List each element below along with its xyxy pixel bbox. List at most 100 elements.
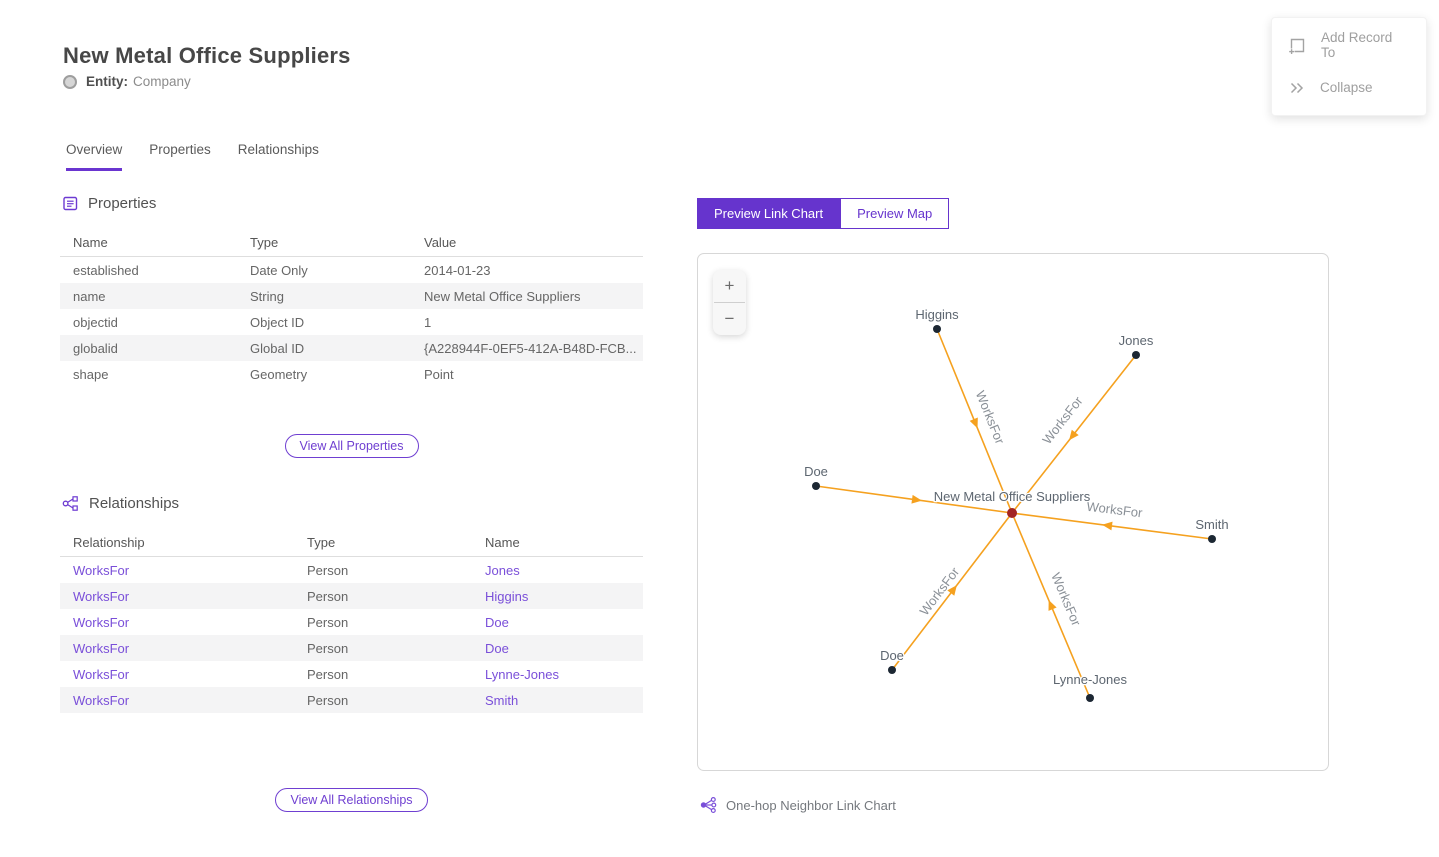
table-row: WorksFor Person Jones xyxy=(60,557,643,583)
add-record-to-item[interactable]: Add Record To xyxy=(1272,28,1426,62)
property-value-cell: 2014-01-23 xyxy=(424,262,491,278)
relationship-type-cell: Person xyxy=(307,692,349,708)
chart-edge-label: WorksFor xyxy=(917,564,963,618)
preview-map-tab[interactable]: Preview Map xyxy=(840,198,950,229)
relationships-section-title: Relationships xyxy=(89,495,180,512)
chart-node[interactable] xyxy=(1007,508,1017,518)
chart-edge-label: WorksFor xyxy=(1086,499,1144,521)
link-chart-canvas[interactable]: WorksFor WorksFor WorksFor WorksFor WorksFor… xyxy=(698,254,1328,770)
chart-node-label: New Metal Office Suppliers xyxy=(934,489,1091,504)
property-type-cell: Object ID xyxy=(250,314,305,330)
column-header-type: Type xyxy=(307,535,336,550)
chart-node-label: Doe xyxy=(804,464,828,479)
view-all-relationships-button[interactable]: View All Relationships xyxy=(275,788,428,812)
view-all-properties-button[interactable]: View All Properties xyxy=(284,434,419,458)
collapse-item[interactable]: Collapse xyxy=(1272,71,1426,105)
relationship-link[interactable]: WorksFor xyxy=(73,666,130,682)
chart-node[interactable] xyxy=(1208,535,1216,543)
chart-node[interactable] xyxy=(1132,351,1140,359)
table-row: WorksFor Person Smith xyxy=(60,687,643,713)
zoom-control-divider xyxy=(714,302,745,303)
zoom-out-button[interactable]: − xyxy=(713,303,746,335)
table-row: established Date Only 2014-01-23 xyxy=(60,257,643,283)
chart-caption-row: One-hop Neighbor Link Chart xyxy=(699,796,896,814)
relationships-icon xyxy=(62,496,78,511)
actions-menu: Add Record To Collapse xyxy=(1271,17,1427,116)
relationship-type-cell: Person xyxy=(307,666,349,682)
chart-node-label: Lynne-Jones xyxy=(1053,672,1127,687)
relationship-link[interactable]: WorksFor xyxy=(73,588,130,604)
preview-toggle: Preview Link Chart Preview Map xyxy=(697,198,950,229)
add-record-to-label: Add Record To xyxy=(1320,30,1393,61)
entity-type-value: Company xyxy=(133,74,191,89)
chart-edge-arrow-icon xyxy=(947,585,957,596)
relationship-name-link[interactable]: Doe xyxy=(485,614,509,630)
entity-type-dot xyxy=(63,74,77,89)
relationships-table: Relationship Type Name WorksFor Person Jones W… xyxy=(60,529,643,713)
table-row: WorksFor Person Doe xyxy=(60,609,643,635)
chart-caption: One-hop Neighbor Link Chart xyxy=(726,797,896,813)
relationship-name-link[interactable]: Doe xyxy=(485,640,509,656)
preview-link-chart-tab[interactable]: Preview Link Chart xyxy=(697,198,841,229)
add-record-icon xyxy=(1289,38,1305,54)
chart-edge-label: WorksFor xyxy=(1048,570,1084,628)
link-chart-icon xyxy=(700,797,717,814)
chart-edge-label: WorksFor xyxy=(1039,393,1086,447)
relationship-link[interactable]: WorksFor xyxy=(73,640,130,656)
property-type-cell: Date Only xyxy=(250,262,308,278)
zoom-control: + − xyxy=(713,270,746,335)
page-title: New Metal Office Suppliers xyxy=(63,42,351,68)
property-value-cell: {A228944F-0EF5-412A-B48D-FCB... xyxy=(424,340,637,356)
relationship-name-link[interactable]: Higgins xyxy=(485,588,529,604)
zoom-in-button[interactable]: + xyxy=(713,270,746,302)
properties-section-header: Properties xyxy=(62,195,156,212)
column-header-value: Value xyxy=(424,235,457,250)
table-row: shape Geometry Point xyxy=(60,361,643,387)
property-value-cell: New Metal Office Suppliers xyxy=(424,288,581,304)
relationship-name-link[interactable]: Lynne-Jones xyxy=(485,666,559,682)
property-name-cell: established xyxy=(73,262,139,278)
relationship-link[interactable]: WorksFor xyxy=(73,614,130,630)
chart-node[interactable] xyxy=(888,666,896,674)
column-header-name: Name xyxy=(73,235,108,250)
link-chart-panel: + − WorksFor WorksFor WorksFor WorksFor Work… xyxy=(697,253,1329,771)
chart-edge-arrow-icon xyxy=(969,417,978,429)
chart-edge-arrow-icon xyxy=(911,494,922,504)
chart-edge-arrow-icon xyxy=(1102,521,1113,531)
collapse-icon xyxy=(1290,82,1304,93)
table-row: WorksFor Person Doe xyxy=(60,635,643,661)
chart-node-label: Jones xyxy=(1119,333,1154,348)
table-row: WorksFor Person Lynne-Jones xyxy=(60,661,643,687)
chart-node-label: Smith xyxy=(1195,517,1228,532)
column-header-relationship: Relationship xyxy=(73,535,145,550)
property-name-cell: name xyxy=(73,288,106,304)
relationship-link[interactable]: WorksFor xyxy=(73,562,130,578)
property-type-cell: Geometry xyxy=(250,366,308,382)
tab-overview[interactable]: Overview xyxy=(66,142,123,171)
chart-edge-arrow-icon xyxy=(1069,429,1079,441)
relationship-type-cell: Person xyxy=(307,640,349,656)
chart-node[interactable] xyxy=(1086,694,1094,702)
relationship-name-link[interactable]: Jones xyxy=(485,562,520,578)
table-row: WorksFor Person Higgins xyxy=(60,583,643,609)
column-header-name: Name xyxy=(485,535,520,550)
chart-edge-label: WorksFor xyxy=(973,388,1008,446)
table-header-row: Name Type Value xyxy=(60,229,643,257)
chart-node-label: Doe xyxy=(880,648,904,663)
table-row: objectid Object ID 1 xyxy=(60,309,643,335)
tab-relationships[interactable]: Relationships xyxy=(237,142,319,157)
chart-node[interactable] xyxy=(812,482,820,490)
collapse-label: Collapse xyxy=(1320,80,1373,96)
relationship-name-link[interactable]: Smith xyxy=(485,692,519,708)
tab-bar: Overview Properties Relationships xyxy=(66,142,319,171)
property-type-cell: String xyxy=(250,288,284,304)
chart-node-label: Higgins xyxy=(915,307,959,322)
tab-properties[interactable]: Properties xyxy=(149,142,211,157)
chart-node[interactable] xyxy=(933,325,941,333)
table-row: name String New Metal Office Suppliers xyxy=(60,283,643,309)
relationships-section-header: Relationships xyxy=(62,495,179,512)
properties-section-title: Properties xyxy=(88,195,157,212)
property-value-cell: Point xyxy=(424,366,454,382)
entity-type-row: Entity: Company xyxy=(63,74,191,89)
relationship-link[interactable]: WorksFor xyxy=(73,692,130,708)
